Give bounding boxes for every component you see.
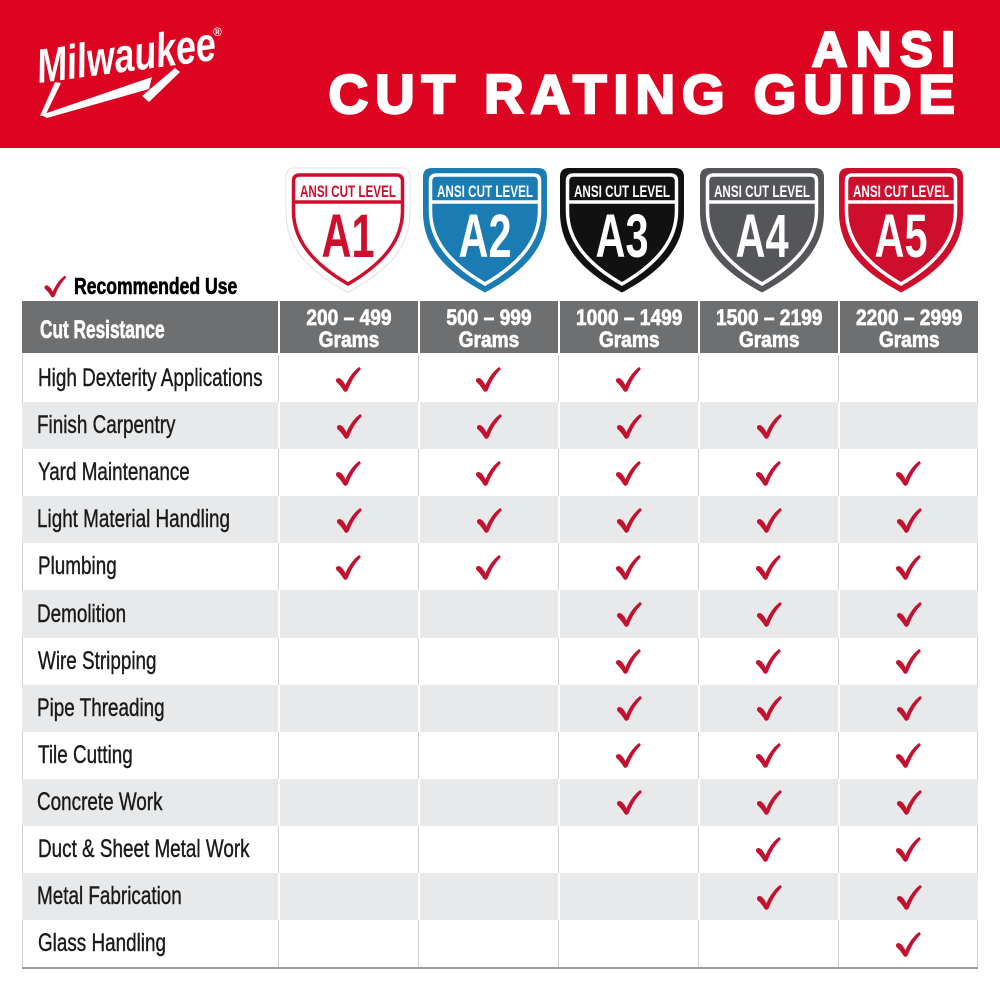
svg-text:A5: A5 [875,202,928,270]
svg-text:A2: A2 [459,202,512,270]
svg-text:A1: A1 [322,202,375,270]
svg-text:®: ® [213,25,222,39]
svg-text:ANSI CUT LEVEL: ANSI CUT LEVEL [714,182,810,201]
svg-text:A4: A4 [736,202,789,270]
svg-text:ANSI CUT LEVEL: ANSI CUT LEVEL [300,182,396,201]
svg-text:ANSI CUT LEVEL: ANSI CUT LEVEL [437,182,533,201]
svg-text:ANSI CUT LEVEL: ANSI CUT LEVEL [574,182,670,201]
svg-text:A3: A3 [596,202,649,270]
svg-text:Milwaukee: Milwaukee [34,18,219,94]
svg-text:ANSI CUT LEVEL: ANSI CUT LEVEL [853,182,949,201]
